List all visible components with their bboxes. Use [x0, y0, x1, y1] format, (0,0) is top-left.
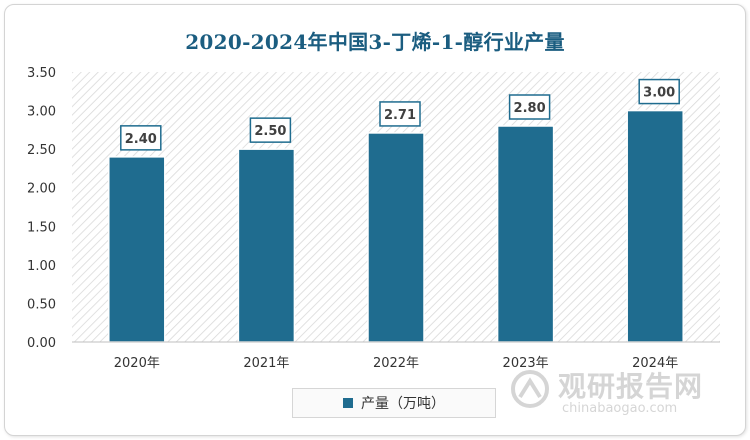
data-label: 2.80 — [514, 101, 546, 116]
bar — [108, 156, 166, 343]
data-label-box — [249, 117, 292, 143]
data-label-box — [379, 101, 421, 127]
x-tick-label: 2023年 — [503, 356, 549, 371]
data-label: 2.50 — [254, 124, 286, 139]
x-tick-label: 2024年 — [632, 356, 678, 371]
y-tick-label: 0.00 — [27, 336, 56, 351]
data-label: 2.40 — [125, 132, 157, 147]
y-axis: 0.00 0.50 1.00 1.50 2.00 2.50 3.00 3.50 — [27, 66, 56, 351]
y-tick-label: 2.00 — [27, 182, 56, 197]
watermark: 观研报告网 chinabaogao.com — [510, 365, 730, 421]
y-tick-label: 3.50 — [27, 66, 56, 81]
bars — [108, 109, 684, 343]
data-label-box — [508, 94, 551, 120]
bar — [626, 109, 684, 343]
watermark-logo-icon — [511, 370, 549, 408]
legend-label: 产量（万吨） — [361, 396, 445, 412]
data-label-box — [638, 78, 680, 105]
legend-swatch — [343, 398, 353, 408]
x-tick-label: 2020年 — [114, 356, 160, 371]
chart-title: 2020-2024年中国3-丁烯-1-醇行业产量 — [185, 30, 565, 54]
x-axis: 2020年 2021年 2022年 2023年 2024年 — [72, 341, 720, 371]
bar — [367, 132, 425, 343]
watermark-name: 观研报告网 — [558, 370, 704, 403]
x-tick-label: 2022年 — [373, 356, 419, 371]
data-label-box — [120, 125, 162, 151]
bar — [496, 125, 555, 343]
y-tick-label: 1.00 — [27, 259, 56, 274]
watermark-url: chinabaogao.com — [562, 401, 678, 416]
data-label: 3.00 — [643, 86, 675, 101]
y-tick-label: 3.00 — [27, 105, 56, 120]
data-label: 2.71 — [384, 108, 416, 123]
y-tick-label: 0.50 — [27, 297, 56, 312]
data-labels: 2.40 2.50 2.71 2.80 3.00 — [120, 78, 680, 151]
y-tick-label: 1.50 — [27, 220, 56, 235]
legend: 产量（万吨） — [292, 388, 496, 418]
bar — [237, 148, 296, 343]
x-tick-label: 2021年 — [243, 356, 289, 371]
y-tick-label: 2.50 — [27, 143, 56, 158]
